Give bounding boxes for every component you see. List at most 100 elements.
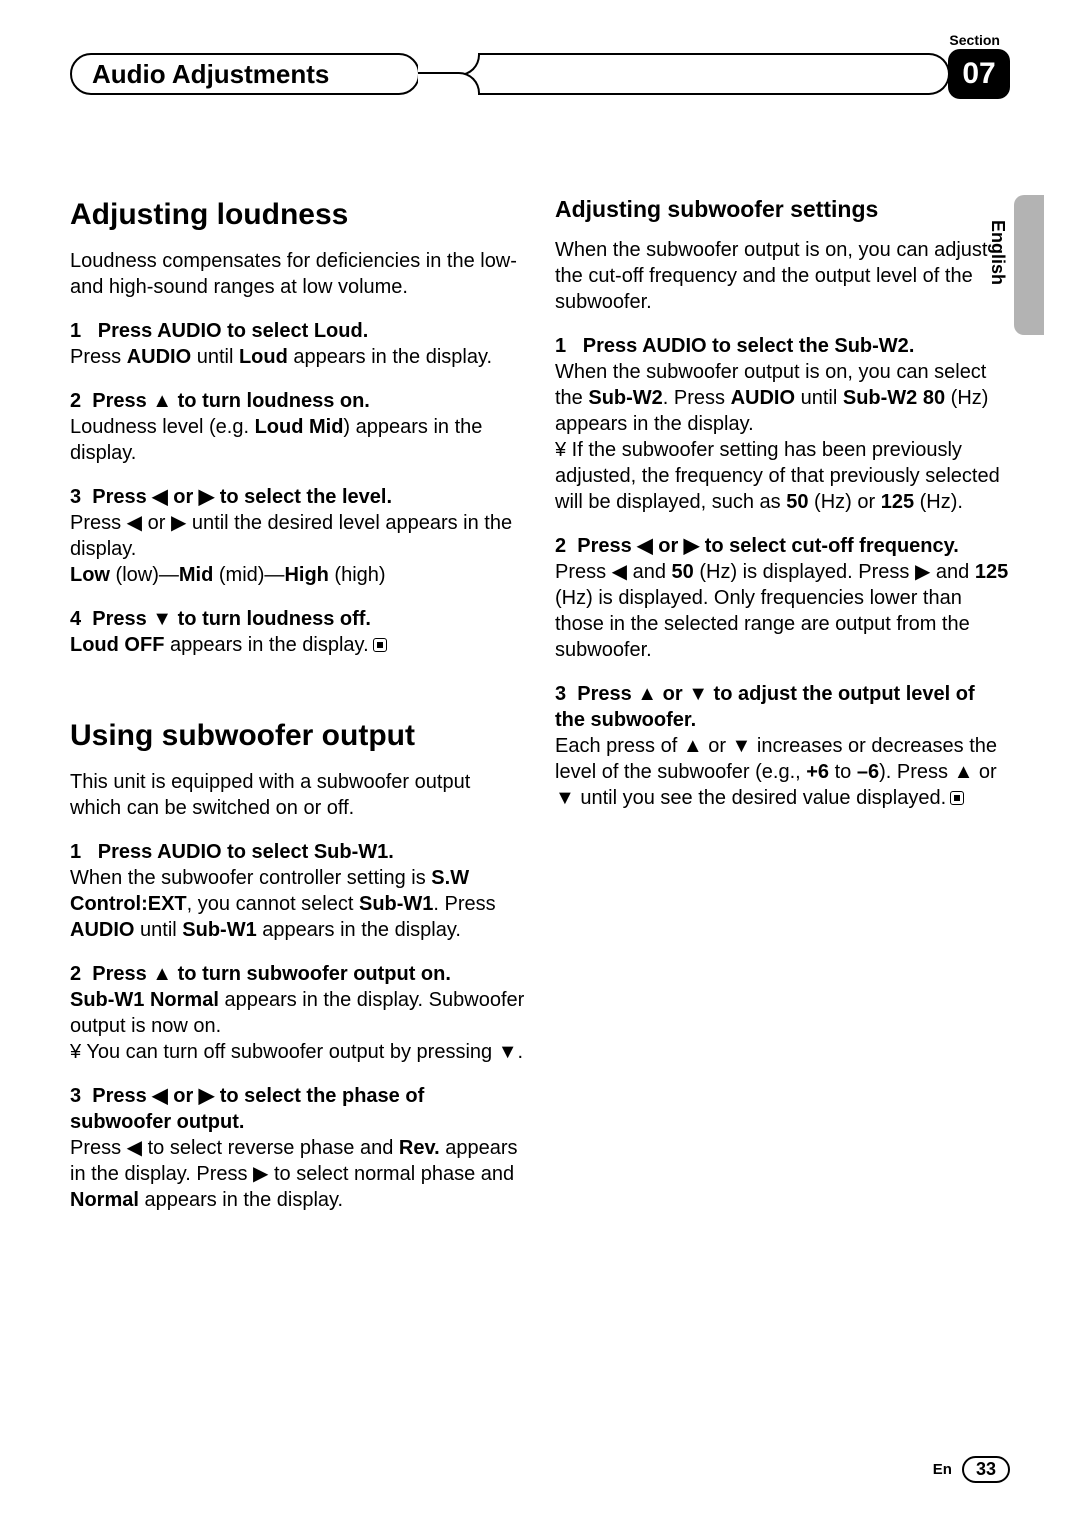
- step-head: 4 Press ▼ to turn loudness off.: [70, 606, 525, 632]
- loudness-intro: Loudness compensates for deficiencies in…: [70, 248, 525, 300]
- t: Press ◀ or ▶ to select the phase of subw…: [70, 1085, 424, 1133]
- section-label: Section: [949, 32, 1000, 48]
- step-head: 3 Press ◀ or ▶ to select the level.: [70, 484, 525, 510]
- chapter-pill: Audio Adjustments: [70, 53, 420, 95]
- heading-adjusting-loudness: Adjusting loudness: [70, 195, 525, 234]
- step-num: 2: [555, 535, 566, 557]
- t: Loudness level (e.g.: [70, 416, 255, 438]
- step-note: ¥ You can turn off subwoofer output by p…: [70, 1039, 525, 1065]
- step-num: 1: [70, 320, 81, 342]
- t: Loud Mid: [255, 416, 344, 438]
- step-head: 1 Press AUDIO to select Sub-W1.: [70, 839, 525, 865]
- t: Press ▼ to turn loudness off.: [92, 608, 371, 630]
- right-column: Adjusting subwoofer settings When the su…: [555, 195, 1010, 1231]
- step-levels: Low (low)—Mid (mid)—High (high): [70, 562, 525, 588]
- step-body: Press ◀ and 50 (Hz) is displayed. Press …: [555, 559, 1010, 663]
- step-head: 2 Press ▲ to turn loudness on.: [70, 388, 525, 414]
- t: 125: [975, 561, 1008, 583]
- t: When the subwoofer controller setting is: [70, 867, 431, 889]
- t: Press ◀ or ▶ to select the level.: [92, 486, 392, 508]
- t: (mid)—: [213, 564, 284, 586]
- t: (Hz) is displayed. Press ▶ and: [694, 561, 975, 583]
- step-num: 2: [70, 390, 81, 412]
- heading-using-subwoofer: Using subwoofer output: [70, 716, 525, 755]
- end-mark-icon: [950, 791, 964, 805]
- subsettings-step-3: 3 Press ▲ or ▼ to adjust the output leve…: [555, 681, 1010, 811]
- t: AUDIO: [731, 387, 795, 409]
- t: Press ▲ or ▼ to adjust the output level …: [555, 683, 975, 731]
- t: Press: [98, 841, 157, 863]
- t: Sub-W1: [182, 919, 256, 941]
- t: Rev.: [399, 1137, 440, 1159]
- step-body: Press ◀ or ▶ until the desired level app…: [70, 510, 525, 562]
- footer: En 33: [933, 1456, 1010, 1483]
- t: Sub-W2: [588, 387, 662, 409]
- t: Normal: [70, 1189, 139, 1211]
- t: Sub-W1 Normal: [70, 989, 219, 1011]
- step-head: 1 Press AUDIO to select Loud.: [70, 318, 525, 344]
- t: AUDIO: [642, 335, 706, 357]
- t: until: [795, 387, 843, 409]
- t: Press ◀ to select reverse phase and: [70, 1137, 399, 1159]
- t: .: [363, 320, 369, 342]
- t: (low)—: [110, 564, 179, 586]
- chapter-title: Audio Adjustments: [92, 59, 329, 90]
- t: Press ▲ to turn subwoofer output on.: [92, 963, 451, 985]
- step-head: 2 Press ◀ or ▶ to select cut-off frequen…: [555, 533, 1010, 559]
- t: Low: [70, 564, 110, 586]
- step-body: Press ◀ to select reverse phase and Rev.…: [70, 1135, 525, 1213]
- subwoofer-step-2: 2 Press ▲ to turn subwoofer output on. S…: [70, 961, 525, 1065]
- section-number-badge: 07: [948, 49, 1010, 99]
- step-num: 4: [70, 608, 81, 630]
- language-tab-label: English: [987, 220, 1008, 285]
- step-body: Loud OFF appears in the display.: [70, 632, 525, 658]
- step-body: Press AUDIO until Loud appears in the di…: [70, 344, 525, 370]
- t: (Hz) is displayed. Only frequencies lowe…: [555, 587, 970, 661]
- t: (Hz).: [914, 491, 963, 513]
- t: appears in the display.: [139, 1189, 343, 1211]
- t: until: [191, 346, 239, 368]
- t: (high): [329, 564, 386, 586]
- step-num: 1: [70, 841, 81, 863]
- step-head: 1 Press AUDIO to select the Sub-W2.: [555, 333, 1010, 359]
- t: to select: [222, 841, 314, 863]
- subwoofer-step-1: 1 Press AUDIO to select Sub-W1. When the…: [70, 839, 525, 943]
- t: appears in the display.: [288, 346, 492, 368]
- t: 50: [672, 561, 694, 583]
- t: –6: [857, 761, 879, 783]
- loudness-step-2: 2 Press ▲ to turn loudness on. Loudness …: [70, 388, 525, 466]
- t: . Press: [433, 893, 495, 915]
- step-head: 2 Press ▲ to turn subwoofer output on.: [70, 961, 525, 987]
- t: . Press: [663, 387, 731, 409]
- step-body: When the subwoofer output is on, you can…: [555, 359, 1010, 437]
- loudness-step-4: 4 Press ▼ to turn loudness off. Loud OFF…: [70, 606, 525, 658]
- step-body: When the subwoofer controller setting is…: [70, 865, 525, 943]
- step-num: 2: [70, 963, 81, 985]
- t: 125: [881, 491, 914, 513]
- t: Press ◀ or ▶ to select cut-off frequency…: [577, 535, 959, 557]
- subwoofer-settings-intro: When the subwoofer output is on, you can…: [555, 237, 1010, 315]
- step-num: 1: [555, 335, 566, 357]
- t: appears in the display.: [164, 634, 368, 656]
- page-number: 33: [962, 1456, 1010, 1483]
- loudness-step-1: 1 Press AUDIO to select Loud. Press AUDI…: [70, 318, 525, 370]
- t: (Hz) or: [808, 491, 880, 513]
- page: Section Audio Adjustments 07 English Adj…: [70, 35, 1010, 1495]
- loudness-step-3: 3 Press ◀ or ▶ to select the level. Pres…: [70, 484, 525, 588]
- step-body: Each press of ▲ or ▼ increases or decrea…: [555, 733, 1010, 811]
- t: .: [909, 335, 915, 357]
- t: AUDIO: [157, 841, 221, 863]
- t: Press ◀ and: [555, 561, 672, 583]
- t: +6: [806, 761, 829, 783]
- subwoofer-step-3: 3 Press ◀ or ▶ to select the phase of su…: [70, 1083, 525, 1213]
- step-num: 3: [70, 1085, 81, 1107]
- left-column: Adjusting loudness Loudness compensates …: [70, 195, 525, 1231]
- t: Loud OFF: [70, 634, 164, 656]
- header-divider: [420, 53, 950, 95]
- subwoofer-intro: This unit is equipped with a subwoofer o…: [70, 769, 525, 821]
- t: until: [134, 919, 182, 941]
- t: 50: [786, 491, 808, 513]
- t: Press ▲ to turn loudness on.: [92, 390, 370, 412]
- step-head: 3 Press ◀ or ▶ to select the phase of su…: [70, 1083, 525, 1135]
- t: to select the: [707, 335, 835, 357]
